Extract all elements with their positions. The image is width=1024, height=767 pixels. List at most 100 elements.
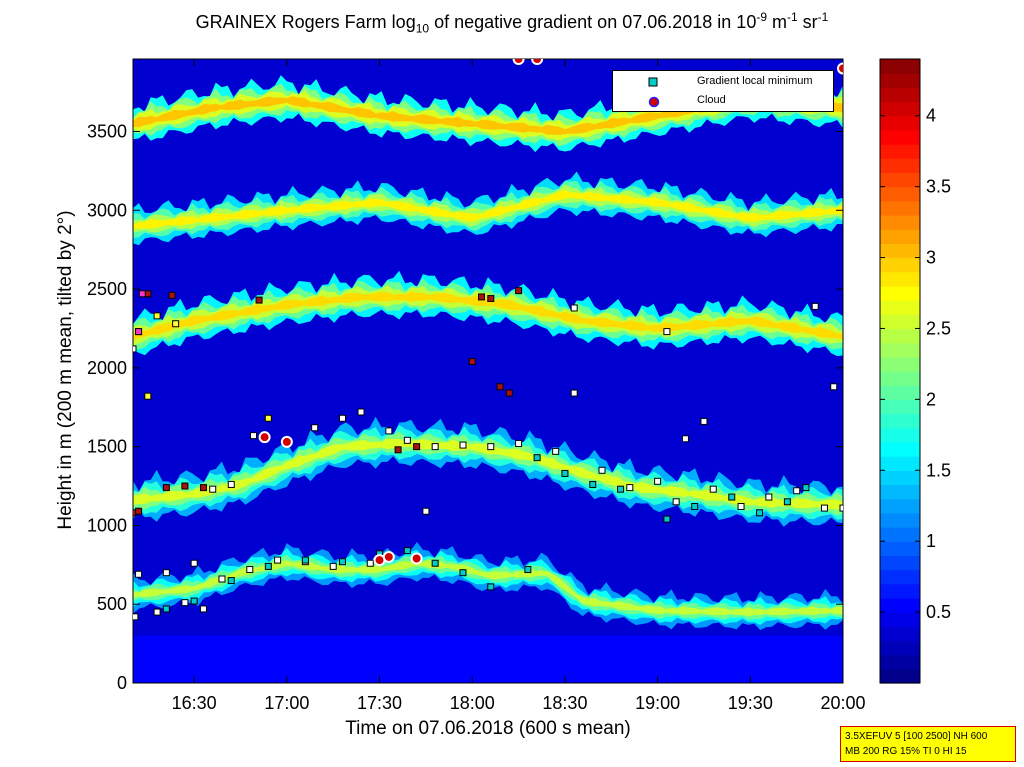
gradient-minimum-marker <box>431 559 439 567</box>
legend-label-gradient-minimum: Gradient local minimum <box>697 75 813 87</box>
heatmap-band-1-level-2 <box>133 431 843 516</box>
y-tick-label: 3000 <box>87 200 127 220</box>
gradient-minimum-marker <box>133 345 137 353</box>
colorbar-tick-label: 2.5 <box>926 318 951 338</box>
colorbar-segment <box>880 399 920 415</box>
gradient-minimum-marker <box>144 392 152 400</box>
colorbar-segment <box>880 668 920 684</box>
gradient-minimum-marker <box>199 484 207 492</box>
gradient-minimum-marker <box>403 436 411 444</box>
gradient-minimum-marker <box>385 427 393 435</box>
heatmap-band-3-level-2 <box>133 184 843 233</box>
colorbar-segment <box>880 342 920 358</box>
gradient-minimum-marker <box>199 605 207 613</box>
gradient-minimum-marker <box>830 383 838 391</box>
gradient-minimum-marker <box>459 441 467 449</box>
colorbar-segment <box>880 512 920 528</box>
colorbar-segment <box>880 484 920 500</box>
colorbar-segment <box>880 498 920 514</box>
colorbar-segment <box>880 101 920 117</box>
gradient-minimum-marker <box>570 389 578 397</box>
gradient-minimum-marker <box>218 575 226 583</box>
gradient-minimum-marker <box>626 484 634 492</box>
plot-frame <box>132 58 844 684</box>
gradient-minimum-marker <box>181 599 189 607</box>
cloud-marker <box>382 550 395 563</box>
legend: Gradient local minimum Cloud <box>612 70 834 112</box>
colorbar-tick-label: 1.5 <box>926 460 951 480</box>
colorbar-segment <box>880 271 920 287</box>
gradient-minimum-marker <box>478 293 486 301</box>
gradient-minimum-marker <box>162 484 170 492</box>
gradient-minimum-marker <box>783 498 791 506</box>
colorbar-segment <box>880 314 920 330</box>
gradient-minimum-marker <box>301 556 309 564</box>
gradient-minimum-marker <box>765 493 773 501</box>
colorbar-segment <box>880 456 920 471</box>
gradient-minimum-marker <box>459 569 467 577</box>
colorbar-segment <box>880 243 920 259</box>
gradient-minimum-marker <box>728 493 736 501</box>
colorbar-segment <box>880 285 920 301</box>
gradient-minimum-marker <box>357 408 365 416</box>
gradient-minimum-marker <box>190 597 198 605</box>
legend-label-cloud: Cloud <box>697 94 726 106</box>
colorbar-tick-label: 2 <box>926 389 936 409</box>
colorbar-segment <box>880 129 920 145</box>
colorbar-frame <box>879 58 921 684</box>
gradient-minimum-marker <box>153 312 161 320</box>
y-tick-label: 3500 <box>87 121 127 141</box>
colorbar-segment <box>880 186 920 202</box>
heatmap-surface-layer <box>133 635 843 683</box>
gradient-minimum-marker <box>487 443 495 451</box>
colorbar-segment <box>880 470 920 486</box>
colorbar-segment <box>880 527 920 542</box>
gradient-minimum-marker <box>153 608 161 616</box>
gradient-minimum-marker <box>338 558 346 566</box>
heatmap-band-4-level-3 <box>133 96 843 136</box>
cloud-marker <box>280 435 293 448</box>
colorbar-segment <box>880 200 920 216</box>
cloud-marker <box>512 59 525 65</box>
x-tick-label: 18:30 <box>542 693 587 713</box>
gradient-minimum-marker <box>168 291 176 299</box>
gradient-minimum-marker <box>737 503 745 511</box>
y-tick-label: 2500 <box>87 279 127 299</box>
gradient-minimum-marker <box>209 485 217 493</box>
colorbar-segment <box>880 441 920 457</box>
x-tick-label: 20:00 <box>820 693 865 713</box>
colorbar-segment <box>880 328 920 344</box>
gradient-minimum-marker <box>172 320 180 328</box>
colorbar-segment <box>880 626 920 642</box>
gradient-minimum-marker <box>691 503 699 511</box>
gradient-minimum-marker <box>431 443 439 451</box>
gradient-minimum-marker <box>162 569 170 577</box>
gradient-minimum-marker <box>246 566 254 574</box>
gradient-minimum-marker <box>255 296 263 304</box>
y-tick-label: 0 <box>117 673 127 693</box>
gradient-minimum-marker <box>617 485 625 493</box>
x-tick-label: 17:00 <box>264 693 309 713</box>
colorbar-segment <box>880 300 920 315</box>
colorbar-tick-label: 3 <box>926 248 936 268</box>
gradient-minimum-marker <box>570 304 578 312</box>
colorbar-segment <box>880 583 920 599</box>
gradient-minimum-marker <box>249 432 257 440</box>
gradient-minimum-marker <box>264 562 272 570</box>
gradient-minimum-marker <box>394 446 402 454</box>
x-axis-label: Time on 07.06.2018 (600 s mean) <box>345 718 631 739</box>
gradient-minimum-marker <box>552 447 560 455</box>
gradient-minimum-marker <box>422 507 430 515</box>
gradient-minimum-marker <box>561 469 569 477</box>
gradient-minimum-marker <box>138 290 146 298</box>
gradient-minimum-marker <box>672 498 680 506</box>
cloud-marker <box>410 552 423 565</box>
colorbar-segment <box>880 555 920 571</box>
heatmap-band-0-level-2 <box>133 554 843 620</box>
gradient-minimum-marker <box>274 556 282 564</box>
gradient-minimum-marker <box>654 477 662 485</box>
colorbar-tick-label: 3.5 <box>926 177 951 197</box>
gradient-minimum-marker <box>133 613 139 621</box>
gradient-minimum-marker <box>589 480 597 488</box>
